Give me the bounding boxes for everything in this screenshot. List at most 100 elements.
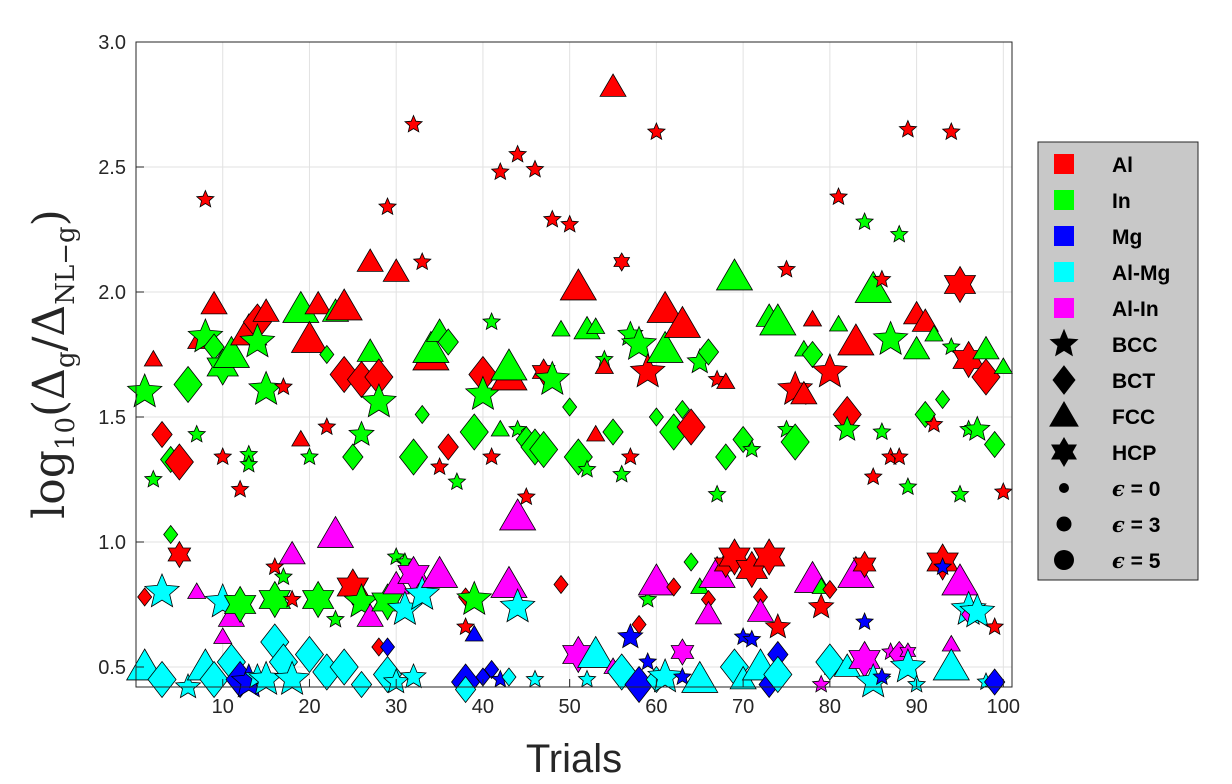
data-point-al-triangle bbox=[646, 290, 684, 323]
data-point-al-hexagram bbox=[943, 265, 977, 304]
data-point-in-diamond bbox=[697, 338, 720, 366]
x-tick-label: 30 bbox=[385, 696, 407, 718]
legend-marker-diamond-icon bbox=[1052, 365, 1076, 395]
x-tick-label: 60 bbox=[645, 696, 667, 718]
legend-swatch-al-in bbox=[1054, 298, 1074, 318]
data-point-al-star bbox=[829, 186, 849, 206]
legend-marker-circle-icon bbox=[1054, 550, 1074, 570]
data-point-in-triangle bbox=[212, 335, 251, 368]
data-point-al-mg-diamond bbox=[329, 648, 359, 686]
legend-label-bcc: BCC bbox=[1112, 334, 1158, 357]
data-point-in-diamond bbox=[562, 397, 578, 417]
data-point-al-in-triangle bbox=[420, 555, 459, 588]
data-point-al-star bbox=[629, 352, 666, 388]
x-tick-label: 50 bbox=[559, 696, 581, 718]
data-point-mg-star bbox=[855, 611, 875, 631]
data-point-al-mg-star bbox=[577, 669, 597, 688]
data-point-al-mg-star bbox=[274, 660, 311, 695]
data-point-in-star bbox=[239, 322, 276, 358]
data-point-in-star bbox=[187, 424, 207, 443]
data-point-al-triangle bbox=[802, 309, 823, 327]
data-point-al-star bbox=[924, 414, 944, 433]
data-point-al-in-triangle bbox=[213, 627, 233, 644]
data-point-al-in-hexagram bbox=[670, 638, 695, 666]
data-point-al-triangle bbox=[325, 288, 363, 321]
data-point-in-triangle bbox=[412, 330, 450, 363]
data-point-al-star bbox=[776, 259, 797, 278]
legend-label-al-mg: Al-Mg bbox=[1112, 262, 1170, 285]
data-point-in-hexagram bbox=[223, 585, 257, 624]
data-point-in-star bbox=[577, 459, 597, 478]
data-point-al-star bbox=[525, 159, 545, 178]
data-point-in-triangle bbox=[356, 338, 384, 362]
data-point-al-diamond bbox=[151, 420, 173, 449]
data-point-in-star bbox=[325, 609, 345, 628]
data-point-in-star bbox=[348, 420, 375, 446]
data-point-in-diamond bbox=[674, 399, 690, 420]
data-point-al-triangle bbox=[599, 73, 627, 97]
data-point-in-triangle bbox=[715, 258, 754, 291]
data-point-in-diamond bbox=[173, 365, 203, 404]
data-point-al-triangle bbox=[585, 424, 606, 442]
data-point-in-diamond bbox=[459, 413, 489, 451]
legend: Al In Mg Al-Mg Al-In BCC BCT FCC HCP ϵ = 0 ϵ = 3 ϵ … bbox=[1037, 141, 1199, 581]
data-point-in-diamond bbox=[319, 344, 335, 365]
data-point-al-hexagram bbox=[613, 252, 631, 272]
data-point-mg-star bbox=[672, 666, 692, 686]
data-point-in-star bbox=[360, 382, 397, 418]
data-point-in-triangle bbox=[902, 335, 931, 360]
data-point-in-star bbox=[707, 484, 727, 503]
data-point-al-triangle bbox=[837, 323, 875, 356]
data-point-al-star bbox=[764, 612, 792, 639]
data-point-al-diamond bbox=[666, 577, 682, 597]
y-axis-ticks: 0.5 1.0 1.5 2.0 2.5 3.0 bbox=[98, 32, 144, 679]
data-point-al-star bbox=[213, 446, 233, 466]
data-point-al-star bbox=[898, 119, 918, 138]
data-point-al-in-triangle bbox=[498, 498, 537, 531]
data-point-in-star bbox=[872, 320, 909, 355]
y-axis-label: log10(Δg/ΔNL−g) bbox=[24, 209, 81, 519]
data-point-in-triangle bbox=[551, 319, 571, 337]
data-point-al-star bbox=[456, 616, 476, 636]
data-point-al-star bbox=[620, 446, 640, 466]
data-point-al-triangle bbox=[143, 349, 164, 367]
data-point-in-star bbox=[620, 325, 658, 360]
data-point-al-mg-star bbox=[889, 647, 926, 683]
data-point-al-mg-star bbox=[404, 575, 441, 610]
x-axis-label: Trials bbox=[526, 737, 622, 781]
data-point-in-diamond bbox=[163, 524, 179, 545]
data-point-in-diamond bbox=[602, 418, 624, 446]
data-point-in-triangle bbox=[759, 303, 797, 336]
data-point-in-triangle bbox=[993, 357, 1014, 374]
data-point-al-triangle bbox=[790, 380, 818, 405]
data-point-al-triangle bbox=[291, 429, 311, 447]
data-point-in-star bbox=[742, 439, 762, 458]
data-point-al-star bbox=[872, 269, 892, 288]
data-point-in-diamond bbox=[683, 552, 699, 572]
data-point-al-star bbox=[516, 486, 536, 506]
legend-label-strain: ϵ = 0 bbox=[1112, 476, 1160, 501]
data-point-in-star bbox=[447, 471, 467, 491]
data-point-in-star bbox=[898, 476, 918, 496]
data-point-al-in-triangle bbox=[278, 540, 306, 565]
data-point-al-mg-diamond bbox=[199, 660, 229, 699]
y-tick-label: 2.5 bbox=[98, 157, 126, 179]
y-tick-label: 3.0 bbox=[98, 32, 126, 54]
data-point-in-triangle bbox=[490, 348, 528, 381]
data-point-al-mg-star bbox=[143, 572, 181, 608]
data-point-in-diamond bbox=[437, 328, 459, 356]
data-point-al-diamond bbox=[137, 587, 153, 607]
x-tick-label: 70 bbox=[732, 696, 754, 718]
data-point-al-mg-diamond bbox=[294, 635, 325, 674]
legend-swatch-in bbox=[1054, 190, 1074, 210]
data-point-al-mg-diamond bbox=[763, 655, 793, 694]
data-point-in-diamond bbox=[801, 340, 824, 369]
data-point-al-star bbox=[889, 446, 909, 466]
legend-marker-star-icon bbox=[1049, 328, 1079, 357]
data-point-al-star bbox=[317, 416, 337, 436]
data-point-al-diamond bbox=[631, 614, 647, 635]
data-point-in-star bbox=[143, 469, 163, 488]
data-point-in-triangle bbox=[828, 314, 849, 332]
data-point-in-star bbox=[273, 566, 293, 586]
